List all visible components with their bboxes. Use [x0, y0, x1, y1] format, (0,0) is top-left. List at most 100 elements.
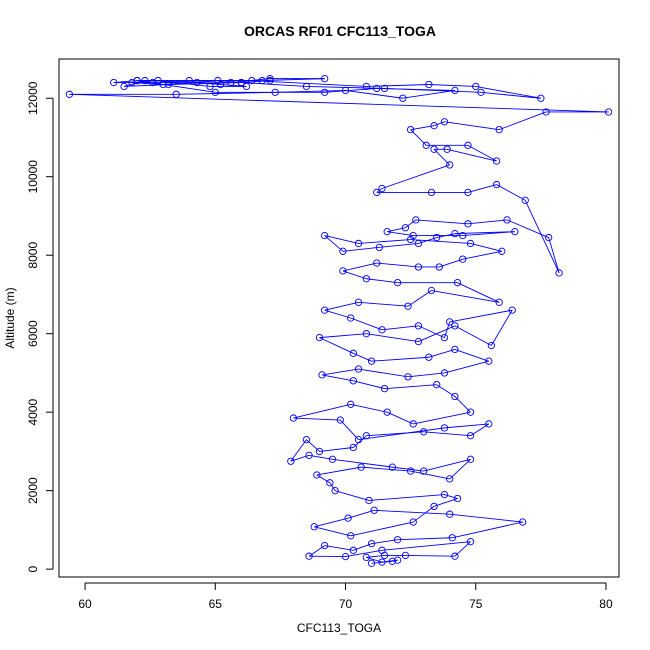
- series-segment: [387, 231, 414, 237]
- data-point: [354, 239, 363, 248]
- series-segment: [480, 91, 541, 99]
- series-segment: [499, 111, 547, 131]
- series-segment: [376, 262, 419, 268]
- series-segment: [314, 517, 349, 528]
- series-segment: [324, 235, 344, 252]
- series-segment: [384, 87, 481, 93]
- data-point: [446, 510, 454, 518]
- data-point: [321, 231, 329, 240]
- x-tick-label: 65: [209, 597, 223, 611]
- data-point: [321, 88, 329, 97]
- data-point: [466, 455, 475, 463]
- data-point: [287, 457, 295, 465]
- data-point: [362, 553, 370, 562]
- series-segment: [241, 82, 307, 87]
- data-point: [383, 228, 391, 236]
- data-point: [328, 455, 337, 463]
- data-point: [248, 76, 256, 85]
- data-point: [555, 269, 563, 277]
- series-segment: [324, 301, 359, 311]
- data-point: [453, 494, 462, 503]
- series-segment: [293, 403, 351, 419]
- series-segment: [163, 80, 218, 85]
- data-point: [289, 414, 298, 422]
- series-segment: [319, 333, 367, 339]
- data-point: [154, 76, 162, 85]
- data-point: [305, 552, 313, 560]
- chart-title: ORCAS RF01 CFC113_TOGA: [244, 23, 436, 39]
- series-segment: [366, 431, 424, 437]
- data-point: [373, 188, 381, 197]
- series-segment: [324, 545, 354, 551]
- data-point: [313, 471, 321, 479]
- data-point: [425, 80, 433, 89]
- data-point: [227, 78, 235, 87]
- data-point: [164, 80, 173, 89]
- data-point: [472, 82, 480, 91]
- data-point: [451, 322, 459, 330]
- data-point: [357, 463, 365, 471]
- series-segment: [418, 325, 445, 339]
- series-segment: [405, 554, 455, 557]
- data-point: [339, 267, 347, 275]
- series-segment: [407, 290, 432, 307]
- series-segment: [345, 89, 403, 99]
- series-segment: [324, 235, 359, 244]
- data-point: [487, 341, 496, 350]
- series-segment: [410, 129, 427, 146]
- series-segment: [428, 348, 456, 358]
- series-segment: [467, 144, 497, 162]
- data-point: [133, 76, 141, 85]
- data-point: [492, 157, 501, 165]
- series-segment: [316, 466, 362, 476]
- series-segment: [293, 417, 341, 421]
- data-point: [440, 333, 449, 342]
- series-segment: [457, 282, 500, 303]
- data-point: [414, 322, 423, 330]
- series-segment: [381, 164, 450, 189]
- data-point: [141, 76, 149, 85]
- series-segment: [548, 237, 560, 273]
- data-point: [440, 369, 449, 377]
- series-segment: [69, 93, 609, 113]
- series-segment: [428, 84, 476, 87]
- data-point: [401, 224, 410, 232]
- data-point: [498, 247, 506, 255]
- data-point: [433, 233, 441, 242]
- data-point: [485, 357, 493, 365]
- data-point: [216, 80, 225, 89]
- series-segment: [290, 439, 307, 462]
- series-segment: [490, 309, 513, 346]
- data-point: [65, 90, 74, 98]
- data-point: [451, 345, 459, 354]
- data-point: [430, 122, 438, 130]
- series-segment: [366, 556, 383, 563]
- data-point: [412, 216, 420, 224]
- y-tick-label: 4000: [26, 399, 40, 426]
- series-segment: [131, 80, 159, 83]
- series-segment: [361, 466, 411, 472]
- series-segment: [321, 374, 354, 382]
- data-point: [420, 428, 428, 436]
- series-segment: [350, 403, 388, 413]
- data-point: [393, 536, 402, 544]
- data-point: [302, 82, 311, 91]
- series-segment: [381, 541, 471, 551]
- data-point: [380, 384, 389, 393]
- data-point: [466, 538, 475, 546]
- data-point: [378, 546, 386, 554]
- data-point: [503, 216, 511, 224]
- data-point: [354, 436, 363, 444]
- series-segment: [374, 509, 450, 515]
- data-point: [237, 78, 245, 87]
- series-segment: [316, 474, 331, 484]
- series-segment: [413, 411, 471, 425]
- data-point: [451, 552, 459, 560]
- data-point: [537, 94, 545, 102]
- data-point: [347, 532, 355, 540]
- data-point: [362, 330, 370, 338]
- data-point: [466, 408, 475, 416]
- series-segment: [358, 301, 409, 307]
- data-point: [446, 161, 454, 169]
- data-point: [399, 94, 407, 102]
